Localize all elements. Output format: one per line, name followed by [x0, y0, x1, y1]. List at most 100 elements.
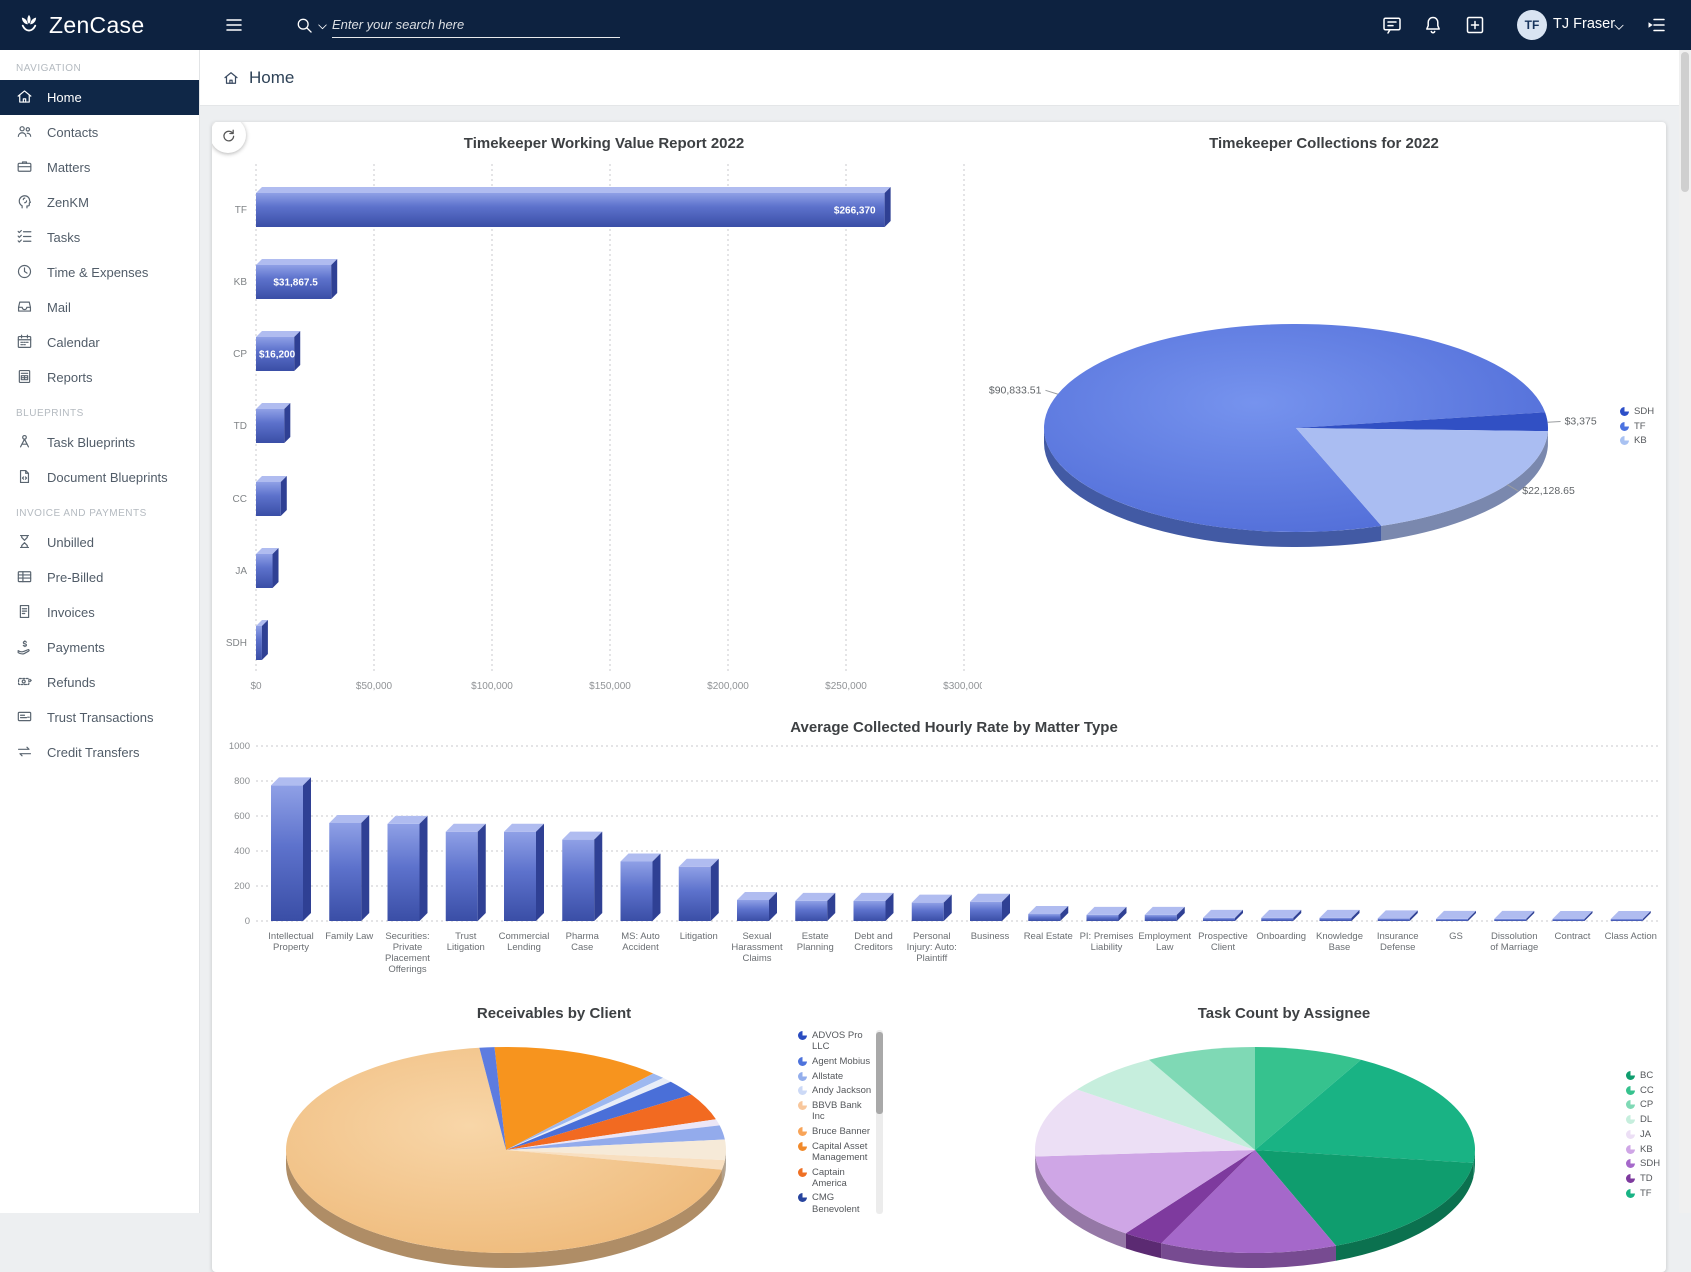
legend-item-capital-asset-management[interactable]: Capital Asset Management	[798, 1141, 874, 1163]
sidebar-item-tasks[interactable]: Tasks	[0, 220, 199, 255]
sidebar-item-mail[interactable]: Mail	[0, 290, 199, 325]
chart-hourly-rate[interactable]: Average Collected Hourly Rate by Matter …	[212, 707, 1666, 1007]
home-icon	[222, 69, 240, 87]
legend-item-sdh[interactable]: SDH	[1620, 406, 1654, 417]
sidebar-item-task-blueprints[interactable]: Task Blueprints	[0, 425, 199, 460]
legend-label: TF	[1640, 1188, 1652, 1199]
legend-item-andy-jackson[interactable]: Andy Jackson	[798, 1085, 874, 1096]
svg-text:Property: Property	[273, 942, 309, 953]
hamburger-menu-icon[interactable]	[222, 13, 246, 37]
panel-toggle-icon[interactable]	[1644, 13, 1668, 37]
legend-item-td[interactable]: TD	[1626, 1173, 1660, 1184]
legend-item-allstate[interactable]: Allstate	[798, 1071, 874, 1082]
svg-text:Placement: Placement	[385, 953, 430, 964]
page-scrollbar-thumb[interactable]	[1681, 52, 1689, 192]
pie-swatch-icon	[1626, 1130, 1635, 1139]
chart-timekeeper-collections[interactable]: Timekeeper Collections for 2022$90,833.5…	[982, 122, 1666, 707]
legend-scrollbar-thumb[interactable]	[876, 1032, 883, 1114]
legend-item-advos-pro-llc[interactable]: ADVOS Pro LLC	[798, 1030, 874, 1052]
legend-item-ja[interactable]: JA	[1626, 1129, 1660, 1140]
credit-transfers-icon	[15, 742, 34, 764]
legend-item-cc[interactable]: CC	[1626, 1085, 1660, 1096]
legend-item-bbvb-bank-inc[interactable]: BBVB Bank Inc	[798, 1100, 874, 1122]
sidebar-item-label: Unbilled	[47, 535, 94, 550]
legend-item-kb[interactable]: KB	[1620, 435, 1654, 446]
svg-text:Law: Law	[1156, 942, 1174, 953]
search-input[interactable]	[332, 12, 620, 38]
svg-text:$0: $0	[250, 681, 262, 692]
legend-item-agent-mobius[interactable]: Agent Mobius	[798, 1056, 874, 1067]
svg-text:1000: 1000	[229, 741, 250, 752]
app-logo[interactable]: ZenCase	[16, 0, 144, 50]
avatar[interactable]: TF	[1517, 10, 1547, 40]
legend-item-kb[interactable]: KB	[1626, 1144, 1660, 1155]
sidebar-item-pre-billed[interactable]: Pre-Billed	[0, 560, 199, 595]
svg-text:Offerings: Offerings	[388, 964, 427, 975]
comment-icon[interactable]	[1380, 13, 1404, 37]
legend-item-captain-america[interactable]: Captain America	[798, 1167, 874, 1189]
legend-label: CMG Benevolent Society	[812, 1192, 874, 1214]
breadcrumb-label[interactable]: Home	[249, 68, 294, 88]
legend-label: CC	[1640, 1085, 1654, 1096]
legend-label: Capital Asset Management	[812, 1141, 874, 1163]
sidebar-item-trust-transactions[interactable]: Trust Transactions	[0, 700, 199, 735]
svg-text:200: 200	[234, 881, 250, 892]
sidebar-item-reports[interactable]: Reports	[0, 360, 199, 395]
pie-swatch-icon	[1626, 1145, 1635, 1154]
chart-receivables-by-client[interactable]: Receivables by Client	[212, 1002, 832, 1272]
legend-item-bruce-banner[interactable]: Bruce Banner	[798, 1126, 874, 1137]
page-scrollbar[interactable]	[1679, 50, 1691, 1213]
svg-text:Case: Case	[571, 942, 593, 953]
svg-text:800: 800	[234, 776, 250, 787]
pie-swatch-icon	[1626, 1071, 1635, 1080]
sidebar-item-label: Home	[47, 90, 82, 105]
legend-item-cp[interactable]: CP	[1626, 1099, 1660, 1110]
add-icon[interactable]	[1463, 13, 1487, 37]
svg-text:Task Count by Assignee: Task Count by Assignee	[1198, 1005, 1371, 1022]
user-name[interactable]: TJ Fraser	[1553, 16, 1615, 32]
sidebar-item-calendar[interactable]: Calendar	[0, 325, 199, 360]
legend-label: Bruce Banner	[812, 1126, 870, 1137]
legend-label: TD	[1640, 1173, 1653, 1184]
bell-icon[interactable]	[1421, 13, 1445, 37]
sidebar-item-refunds[interactable]: Refunds	[0, 665, 199, 700]
legend-item-bc[interactable]: BC	[1626, 1070, 1660, 1081]
svg-text:Securities:: Securities:	[385, 931, 429, 942]
sidebar-item-document-blueprints[interactable]: Document Blueprints	[0, 460, 199, 495]
pre-billed-icon	[15, 567, 34, 589]
sidebar-item-invoices[interactable]: Invoices	[0, 595, 199, 630]
chart-timekeeper-working-value[interactable]: Timekeeper Working Value Report 2022$0$5…	[212, 122, 982, 707]
svg-text:TF: TF	[235, 205, 247, 216]
legend-label: JA	[1640, 1129, 1651, 1140]
search-chevron-down-icon[interactable]	[316, 20, 329, 33]
sidebar-item-unbilled[interactable]: Unbilled	[0, 525, 199, 560]
sidebar-item-zenkm[interactable]: ZenKM	[0, 185, 199, 220]
user-chevron-down-icon[interactable]	[1612, 20, 1626, 34]
sidebar-item-credit-transfers[interactable]: Credit Transfers	[0, 735, 199, 770]
svg-text:Real Estate: Real Estate	[1024, 931, 1073, 942]
svg-text:$16,200: $16,200	[259, 350, 296, 361]
pie-swatch-icon	[1626, 1086, 1635, 1095]
sidebar-item-time-expenses[interactable]: Time & Expenses	[0, 255, 199, 290]
legend-item-tf[interactable]: TF	[1620, 421, 1654, 432]
svg-text:Family Law: Family Law	[325, 931, 373, 942]
svg-text:Creditors: Creditors	[854, 942, 893, 953]
sidebar-item-contacts[interactable]: Contacts	[0, 115, 199, 150]
sidebar-item-label: Refunds	[47, 675, 95, 690]
legend-item-dl[interactable]: DL	[1626, 1114, 1660, 1125]
task-blueprints-icon	[15, 432, 34, 454]
legend-item-sdh[interactable]: SDH	[1626, 1158, 1660, 1169]
pie-swatch-icon	[1626, 1115, 1635, 1124]
sidebar-item-matters[interactable]: Matters	[0, 150, 199, 185]
search-icon[interactable]	[294, 15, 315, 36]
trust-transactions-icon	[15, 707, 34, 729]
sidebar-item-label: Credit Transfers	[47, 745, 139, 760]
svg-text:Harassment: Harassment	[731, 942, 783, 953]
sidebar-item-payments[interactable]: Payments	[0, 630, 199, 665]
legend-item-tf[interactable]: TF	[1626, 1188, 1660, 1199]
sidebar-item-home[interactable]: Home	[0, 80, 199, 115]
chart-task-count-by-assignee[interactable]: Task Count by Assignee	[832, 1002, 1666, 1272]
pie-swatch-icon	[1620, 407, 1629, 416]
legend-item-cmg-benevolent-society[interactable]: CMG Benevolent Society	[798, 1192, 874, 1214]
legend-scrollbar[interactable]	[876, 1030, 883, 1214]
